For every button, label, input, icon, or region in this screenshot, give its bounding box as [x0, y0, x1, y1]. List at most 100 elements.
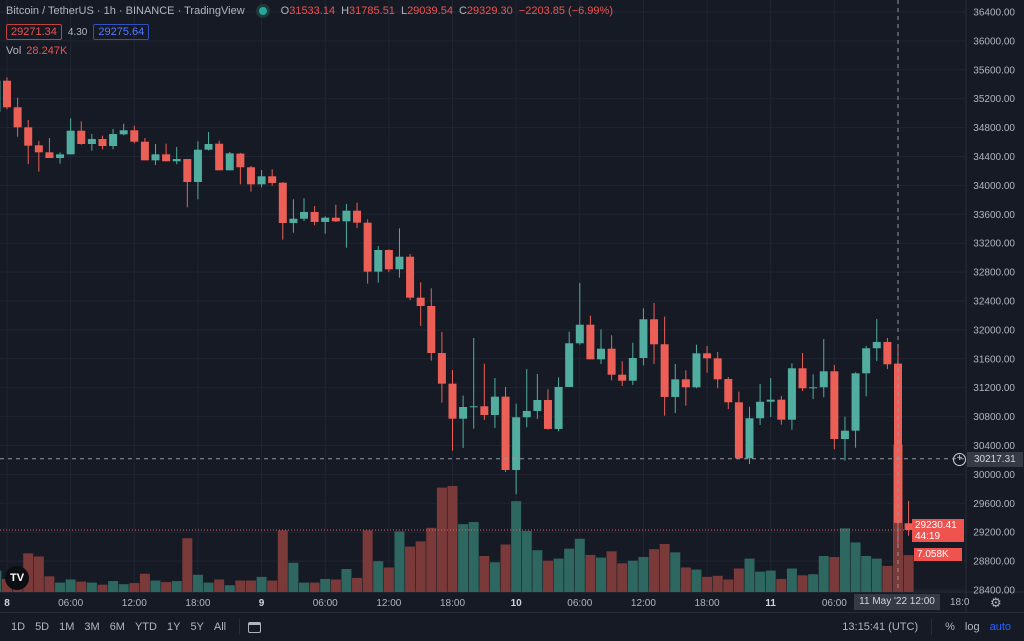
candle-body [194, 150, 202, 182]
bar-countdown: 44:19 [915, 531, 961, 542]
time-tick-label: 18:00 [185, 598, 210, 609]
volume-bar [172, 581, 182, 592]
candles [0, 77, 913, 544]
candle-body [745, 418, 753, 458]
candle-body [597, 349, 605, 360]
price-tick-label: 33600.00 [973, 210, 1015, 221]
volume-bar [97, 585, 107, 592]
volume-bar [416, 541, 426, 592]
candle-body [788, 368, 796, 419]
go-to-date-icon[interactable] [248, 622, 261, 633]
range-1d[interactable]: 1D [6, 621, 30, 633]
last-volume-label: 7.058K [914, 548, 962, 561]
price-tick-label: 31600.00 [973, 354, 1015, 365]
volume-bar [723, 579, 733, 592]
candle-body [830, 371, 838, 439]
volume-bar [522, 531, 532, 592]
price-tick-label: 36400.00 [973, 8, 1015, 19]
range-6m[interactable]: 6M [105, 621, 130, 633]
price-axis[interactable]: 36400.0036000.0035600.0035200.0034800.00… [973, 8, 1015, 597]
volume-bar [161, 582, 171, 592]
price-tick-label: 32800.00 [973, 268, 1015, 279]
add-alert-plus-icon[interactable]: + [953, 453, 966, 466]
candle-body [799, 368, 807, 388]
volume-bar [426, 528, 436, 592]
close-value: 29329.30 [467, 5, 513, 17]
percent-scale-toggle[interactable]: % [940, 621, 960, 633]
time-tick-label: 06:00 [567, 598, 592, 609]
volume-bar [384, 567, 394, 592]
candle-body [714, 358, 722, 379]
candle-body [841, 431, 849, 439]
range-3m[interactable]: 3M [79, 621, 104, 633]
volume-bar [713, 576, 723, 592]
candle-body [618, 375, 626, 381]
candle-body [703, 353, 711, 358]
volume-bar [501, 544, 511, 592]
candle-body [120, 130, 128, 134]
volume-bar [840, 528, 850, 592]
volume-bar [394, 531, 404, 592]
volume-bar [55, 583, 65, 592]
candle-body [289, 219, 297, 223]
candle-body [321, 218, 329, 222]
tradingview-logo[interactable]: TV [5, 566, 29, 590]
volume-bar [76, 582, 86, 592]
candle-body [152, 154, 160, 160]
range-1y[interactable]: 1Y [162, 621, 185, 633]
volume-bar [310, 583, 320, 592]
volume-bar [490, 562, 500, 592]
sell-button[interactable]: 29271.34 [6, 24, 62, 40]
price-chart[interactable]: 36400.0036000.0035600.0035200.0034800.00… [0, 0, 1024, 612]
candle-body [682, 379, 690, 387]
volume-bar [702, 577, 712, 592]
buy-button[interactable]: 29275.64 [93, 24, 149, 40]
range-all[interactable]: All [209, 621, 231, 633]
candle-body [342, 211, 350, 222]
high-value: 31785.51 [349, 5, 395, 17]
volume-bar [182, 538, 192, 592]
candle-body [353, 211, 361, 223]
range-5y[interactable]: 5Y [185, 621, 208, 633]
candle-body [544, 400, 552, 429]
log-scale-toggle[interactable]: log [960, 621, 985, 633]
candle-body [364, 223, 372, 272]
volume-bar [437, 488, 447, 592]
volume-bar [617, 563, 627, 592]
volume-bar [204, 583, 214, 592]
volume-bar [882, 566, 892, 592]
candle-body [809, 387, 817, 388]
low-value: 29039.54 [407, 5, 453, 17]
volume-bar [246, 581, 256, 592]
crosshair-price-label: 30217.31 [967, 452, 1023, 467]
range-5d[interactable]: 5D [30, 621, 54, 633]
volume-bar [448, 486, 458, 592]
symbol-title[interactable]: Bitcoin / TetherUS · 1h · BINANCE · Trad… [6, 5, 245, 17]
toolbar-divider [931, 619, 932, 635]
spread-value: 4.30 [68, 27, 87, 38]
volume-label: Vol [6, 45, 21, 57]
utc-clock[interactable]: 13:15:41 (UTC) [837, 621, 923, 633]
candle-body [258, 176, 266, 184]
volume-bar [744, 559, 754, 592]
candle-body [141, 142, 149, 161]
candle-body [14, 107, 22, 127]
volume-bar [691, 570, 701, 592]
range-ytd[interactable]: YTD [130, 621, 162, 633]
candle-body [533, 400, 541, 411]
chart-legend: Bitcoin / TetherUS · 1h · BINANCE · Trad… [6, 5, 613, 17]
volume-bar [532, 550, 542, 592]
candle-body [661, 344, 669, 397]
open-label: O [281, 5, 290, 17]
volume-value: 28.247K [26, 45, 67, 57]
settings-gear-icon[interactable]: ⚙ [990, 595, 1002, 611]
candle-body [608, 349, 616, 375]
trade-row: 29271.34 4.30 29275.64 [6, 24, 149, 40]
auto-scale-toggle[interactable]: auto [985, 621, 1016, 633]
candle-body [629, 358, 637, 381]
volume-bar [755, 572, 765, 592]
price-tick-label: 31200.00 [973, 383, 1015, 394]
volume-bar [193, 575, 203, 592]
range-1m[interactable]: 1M [54, 621, 79, 633]
